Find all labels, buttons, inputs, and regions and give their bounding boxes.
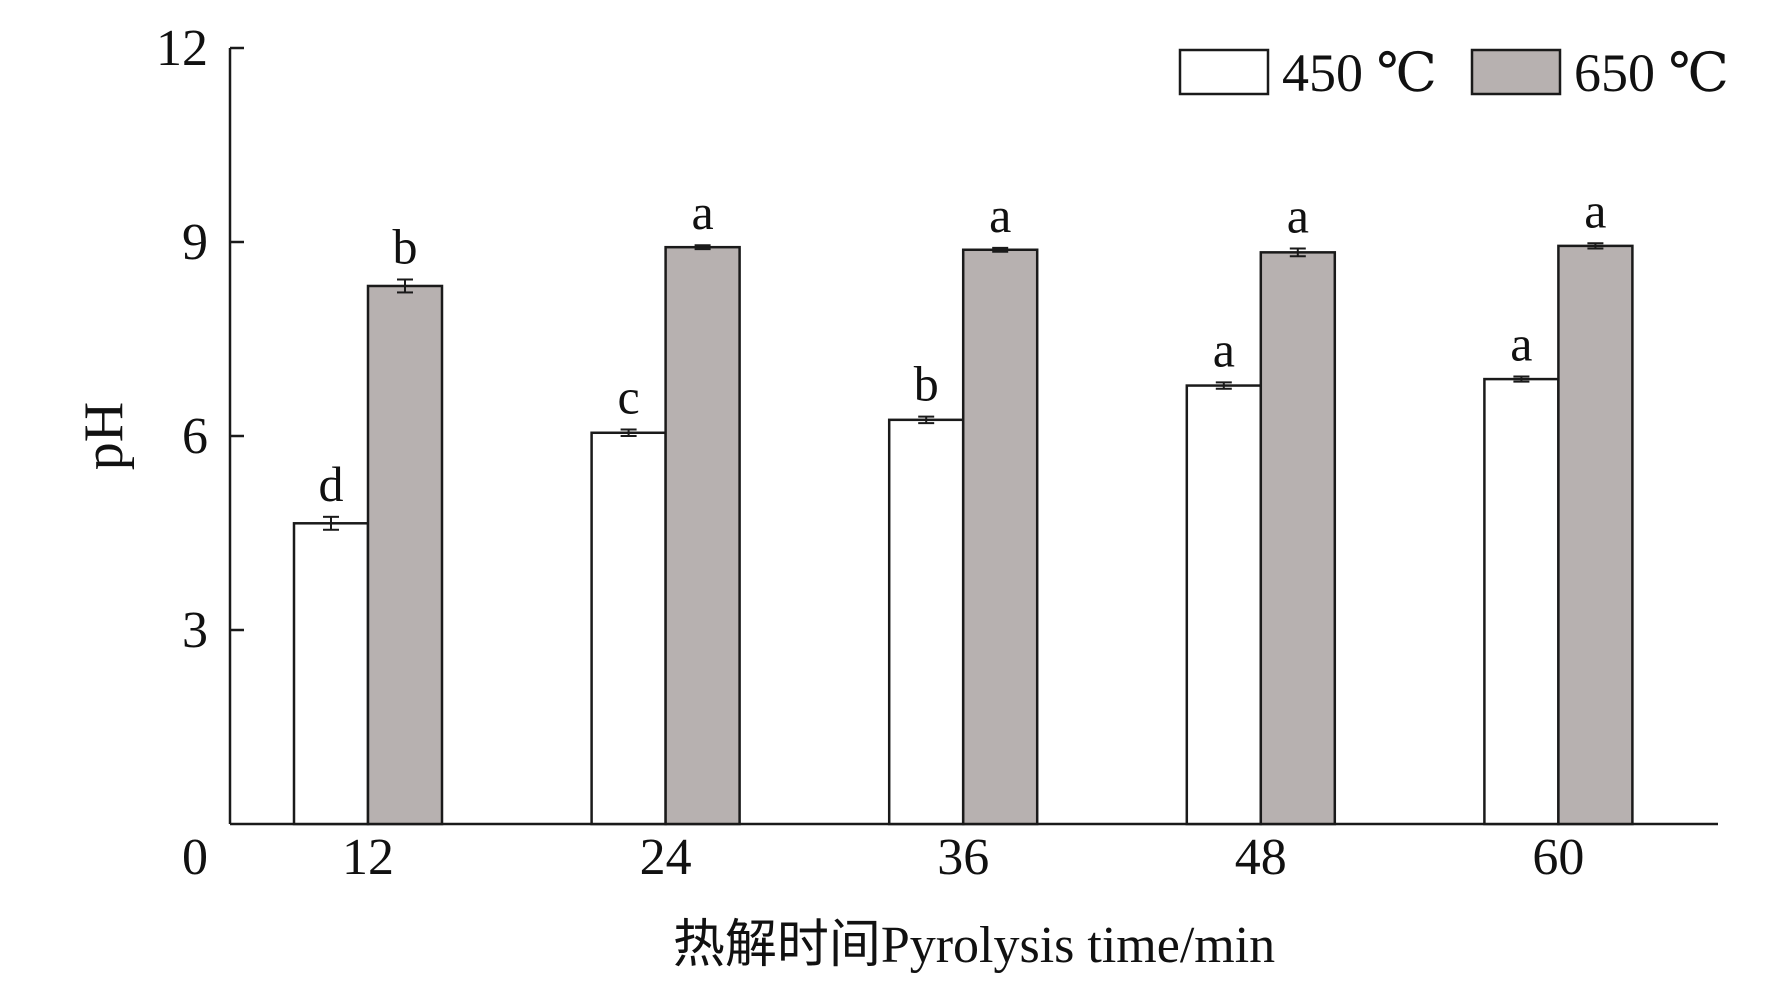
bar-450 <box>1185 384 1263 826</box>
x-tick-label: 48 <box>1235 829 1287 886</box>
bar-450 <box>1483 377 1560 826</box>
significance-letter: a <box>1213 321 1235 377</box>
bar-450 <box>292 522 370 826</box>
bar-650 <box>366 284 444 826</box>
bar-650 <box>961 248 1039 826</box>
labels: 036912pHdb12ca24ba36aa48aa60热解时间Pyrolysi… <box>73 20 1607 974</box>
legend-label: 650 ℃ <box>1574 43 1729 103</box>
significance-letter: a <box>989 187 1011 243</box>
legend-swatch <box>1470 48 1562 96</box>
bars <box>292 242 1634 826</box>
legend-label: 450 ℃ <box>1282 43 1437 103</box>
y-tick-label: 0 <box>182 829 208 886</box>
bar-650 <box>1259 251 1337 826</box>
significance-letter: a <box>1584 182 1606 238</box>
significance-letter: a <box>691 184 713 240</box>
x-axis-label: 热解时间Pyrolysis time/min <box>673 917 1275 974</box>
x-tick-label: 24 <box>640 829 692 886</box>
x-tick-label: 60 <box>1532 829 1584 886</box>
significance-letter: a <box>1510 316 1532 372</box>
y-axis-label: pH <box>73 402 135 470</box>
legend: 450 ℃ 650 ℃ <box>1178 43 1729 103</box>
significance-letter: c <box>617 369 639 425</box>
bar-650 <box>1557 244 1634 826</box>
significance-letter: a <box>1287 187 1309 243</box>
y-tick-label: 3 <box>182 602 208 659</box>
y-tick-label: 6 <box>182 408 208 465</box>
significance-letter: d <box>319 456 344 512</box>
significance-letter: b <box>914 356 939 412</box>
bar-450 <box>590 431 667 826</box>
y-tick-label: 12 <box>156 20 208 77</box>
x-tick-label: 12 <box>342 829 394 886</box>
legend-swatch <box>1178 48 1270 96</box>
significance-letter: b <box>393 219 418 275</box>
y-tick-label: 9 <box>182 214 208 271</box>
bar-650 <box>664 245 741 826</box>
x-tick-label: 36 <box>937 829 989 886</box>
bar-450 <box>887 418 965 826</box>
